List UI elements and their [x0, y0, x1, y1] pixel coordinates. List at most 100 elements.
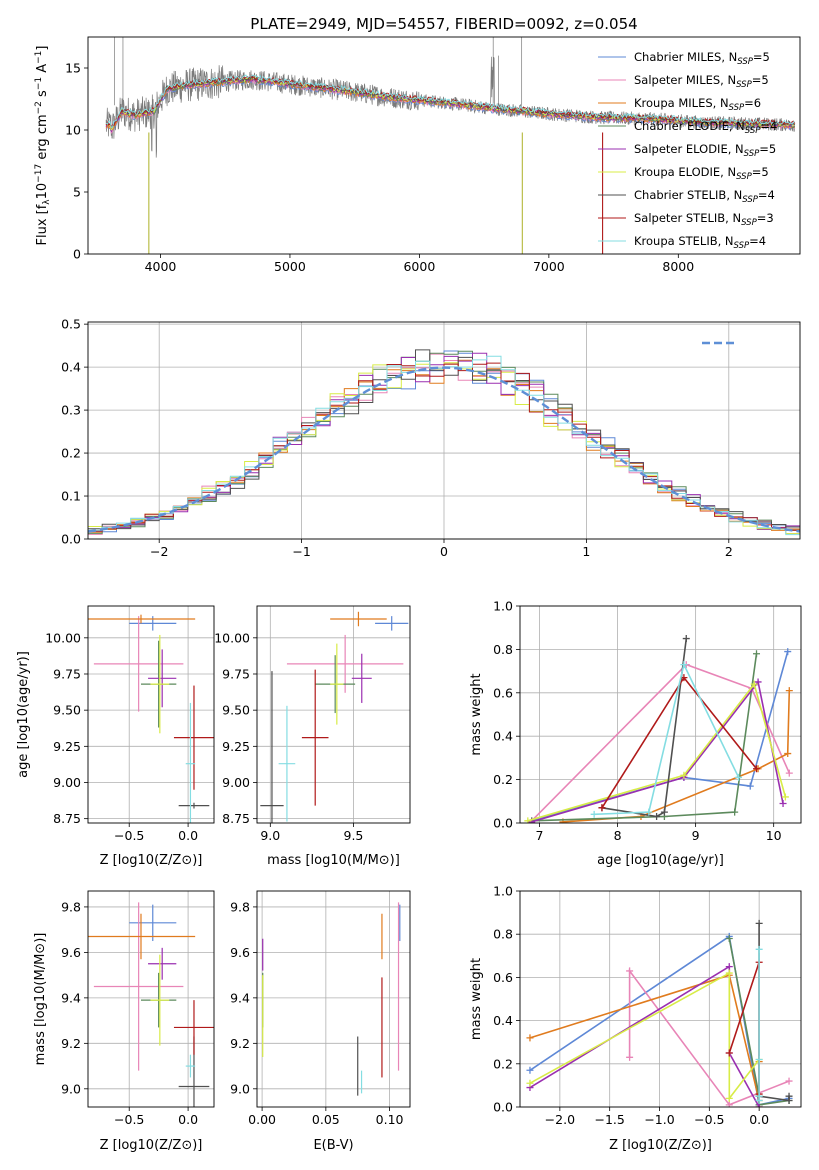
weight-marker [784, 750, 792, 758]
x-tick-label: 9 [692, 828, 700, 843]
y-tick-label: 0.0 [493, 816, 513, 831]
x-tick-label: 8000 [662, 259, 694, 274]
gridlines [88, 891, 214, 1107]
weight-line [531, 680, 784, 823]
weight-marker [725, 969, 733, 977]
y-axis-label: Flux [fλ10−17 erg cm−2 s−1 A−1] [34, 46, 52, 246]
y-tick-label: 9.0 [230, 1081, 250, 1096]
y-tick-label: 9.0 [61, 1081, 81, 1096]
weight-marker [785, 1092, 793, 1100]
x-tick-label: −1 [292, 544, 310, 559]
x-tick-label: −0.5 [114, 828, 144, 843]
weight-lines [526, 919, 793, 1107]
legend-label: Kroupa STELIB, NSSP=4 [634, 234, 766, 251]
y-tick-label: 8.75 [53, 811, 81, 826]
gridlines [257, 891, 410, 1107]
axes-frame [87, 321, 801, 540]
y-tick-label: 9.2 [61, 1036, 81, 1051]
residuals-panel: −2 −1 0 1 2 0.0 0.1 0.2 0.3 0.4 0.5 [61, 317, 801, 559]
histograms [88, 349, 800, 536]
y-tick-label: 9.75 [53, 666, 81, 681]
weight-marker [754, 678, 762, 686]
axes-frame [87, 890, 215, 1108]
y-axis-label: mass weight [469, 958, 484, 1040]
legend-label: Chabrier MILES, NSSP=5 [634, 50, 770, 67]
y-tick-label: 0.3 [61, 403, 81, 418]
legend-label: Salpeter ELODIE, NSSP=5 [634, 142, 776, 159]
error-bars [262, 902, 401, 1096]
axes-frame [87, 36, 801, 255]
x-tick-label: 7 [536, 828, 544, 843]
weight-marker [526, 1034, 534, 1042]
y-tick-label: 0.1 [61, 489, 81, 504]
weight-marker [755, 919, 763, 927]
y-tick-label: 9.75 [222, 666, 250, 681]
weight-marker [660, 808, 668, 816]
legend-label: Chabrier STELIB, NSSP=4 [634, 188, 775, 205]
weight-marker [626, 967, 634, 975]
weight-marker [653, 812, 661, 820]
y-tick-label: 9.50 [53, 703, 81, 718]
weight-line [529, 971, 760, 1101]
weight-marker [526, 1079, 534, 1087]
weight-marker [750, 680, 758, 688]
y-tick-label: 1.0 [493, 884, 513, 899]
weight-marker [725, 1049, 733, 1057]
gridlines [257, 606, 410, 823]
y-tick-label: 9.25 [53, 739, 81, 754]
y-tick-label: 10.00 [45, 630, 81, 645]
x-tick-label: −0.5 [694, 1112, 724, 1127]
weight-marker [785, 769, 793, 777]
weight-marker [781, 793, 789, 801]
legend-label: Kroupa ELODIE, NSSP=5 [634, 165, 769, 182]
weight-marker [590, 810, 598, 818]
y-tick-label: 1.0 [493, 599, 513, 614]
y-tick-label: 9.6 [230, 945, 250, 960]
legend-label: Kroupa MILES, NSSP=6 [634, 96, 761, 113]
y-axis-label: mass weight [469, 673, 484, 755]
age-vs-Z-panel: −0.5 0.0 8.75 9.00 9.25 9.50 9.75 10.00 Z [log10… [16, 605, 215, 868]
weight-marker [725, 963, 733, 971]
weight-marker [755, 1055, 763, 1063]
axes-frame [87, 605, 215, 824]
weight-line [594, 662, 740, 816]
error-bars [88, 902, 214, 1107]
y-tick-label: 15 [65, 61, 81, 76]
weight-vs-age-panel: 7 8 9 10 0.0 0.2 0.4 0.6 0.8 1.0 age [log10(age/yr… [469, 599, 802, 868]
weight-marker [785, 1077, 793, 1085]
y-tick-label: 9.00 [222, 775, 250, 790]
error-bars [260, 611, 409, 823]
weight-marker [526, 1066, 534, 1074]
axes-frame [256, 890, 411, 1108]
y-tick-label: 0.2 [61, 446, 81, 461]
weight-line [758, 923, 790, 1102]
residual-histogram [88, 362, 800, 532]
y-tick-label: 9.25 [222, 739, 250, 754]
y-tick-label: 0.4 [61, 360, 81, 375]
x-tick-label: −1.0 [644, 1112, 674, 1127]
y-tick-label: 0.6 [493, 685, 513, 700]
weight-marker [753, 650, 761, 658]
gridlines [88, 606, 214, 823]
y-axis-label: age [log10(age/yr)] [16, 651, 31, 778]
weight-marker [680, 771, 688, 779]
weight-marker [755, 1092, 763, 1100]
x-axis-label: mass [log10(M/M⊙)] [267, 853, 400, 868]
y-tick-label: 9.2 [230, 1036, 250, 1051]
x-tick-label: 5000 [274, 259, 306, 274]
weight-marker [785, 687, 793, 695]
y-tick-label: 9.00 [53, 775, 81, 790]
weight-marker [753, 765, 761, 773]
x-tick-label: 9.0 [260, 828, 280, 843]
x-axis-label: Z [log10(Z/Z⊙)] [609, 1138, 712, 1153]
weight-vs-Z-panel: −2.0 −1.5 −1.0 −0.5 0.0 0.0 0.2 0.4 0.6 0.8 1.0 Z [… [469, 884, 802, 1153]
weight-marker [755, 1103, 763, 1107]
weight-line [529, 974, 760, 1107]
axes-frame [256, 605, 411, 824]
legend-label: Salpeter MILES, NSSP=5 [634, 73, 769, 90]
y-tick-label: 0.0 [61, 532, 81, 547]
weight-marker [755, 945, 763, 953]
normal-curve [88, 366, 800, 533]
x-tick-label: 0.00 [248, 1112, 276, 1127]
